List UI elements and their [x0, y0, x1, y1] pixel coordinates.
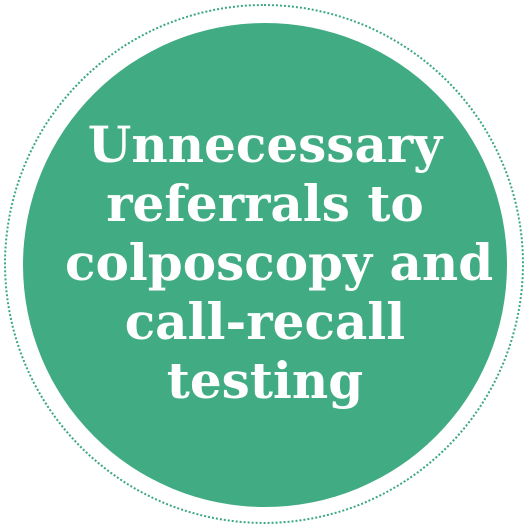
callout-line-3: colposcopy and — [65, 232, 494, 292]
callout-line-2: referrals to — [106, 173, 424, 233]
green-circle: Unnecessary referrals to colposcopy and … — [23, 23, 507, 507]
callout-line-5: testing — [166, 350, 364, 410]
callout-line-1: Unnecessary — [87, 114, 443, 174]
callout-line-4: call-recall — [124, 291, 406, 351]
callout-text: Unnecessary referrals to colposcopy and … — [65, 114, 494, 410]
dotted-outer-ring — [4, 4, 524, 524]
